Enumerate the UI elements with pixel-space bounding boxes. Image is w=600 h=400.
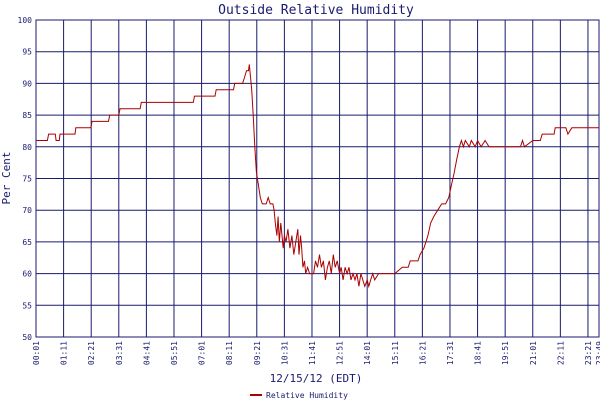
y-axis-ticks: 50 55 60 65 70 75 80 85 90 95 100 <box>18 16 33 342</box>
x-tick-label: 23:49 <box>595 341 600 365</box>
x-tick-label: 04:41 <box>142 341 151 365</box>
y-tick-label: 85 <box>22 111 32 120</box>
x-tick-label: 02:21 <box>87 341 96 365</box>
series-layer <box>36 64 599 289</box>
x-tick-label: 10:31 <box>280 341 289 365</box>
x-axis-ticks: 00:01 01:11 02:21 03:31 04:41 05:51 07:01 08:11… <box>32 341 600 365</box>
x-tick-label: 23:21 <box>584 341 593 365</box>
x-tick-label: 08:11 <box>225 341 234 365</box>
x-tick-label: 18:41 <box>474 341 483 365</box>
x-tick-label: 01:11 <box>60 341 69 365</box>
x-tick-label: 07:01 <box>198 341 207 365</box>
y-tick-label: 90 <box>22 79 32 88</box>
x-tick-label: 00:01 <box>32 341 41 365</box>
x-tick-label: 11:41 <box>308 341 317 365</box>
y-tick-label: 100 <box>18 16 33 25</box>
chart-title: Outside Relative Humidity <box>218 3 414 18</box>
y-tick-label: 60 <box>22 270 32 279</box>
x-tick-label: 09:21 <box>253 341 262 365</box>
x-tick-label: 17:31 <box>446 341 455 365</box>
x-tick-label: 03:31 <box>115 341 124 365</box>
legend: Relative Humidity <box>250 391 348 400</box>
y-tick-label: 55 <box>22 301 32 310</box>
x-axis-label: 12/15/12 (EDT) <box>270 372 363 385</box>
y-axis-label: Per Cent <box>0 152 13 205</box>
x-tick-label: 19:51 <box>501 341 510 365</box>
humidity-series-line <box>36 64 599 289</box>
x-tick-label: 22:11 <box>556 341 565 365</box>
x-tick-label: 21:01 <box>529 341 538 365</box>
y-tick-label: 70 <box>22 206 32 215</box>
y-tick-label: 95 <box>22 48 32 57</box>
x-tick-label: 15:11 <box>391 341 400 365</box>
x-tick-label: 16:21 <box>418 341 427 365</box>
x-tick-label: 05:51 <box>170 341 179 365</box>
y-tick-label: 75 <box>22 175 32 184</box>
legend-label: Relative Humidity <box>266 391 348 400</box>
x-tick-label: 12:51 <box>336 341 345 365</box>
x-tick-label: 14:01 <box>363 341 372 365</box>
y-tick-label: 65 <box>22 238 32 247</box>
y-tick-label: 50 <box>22 333 32 342</box>
y-tick-label: 80 <box>22 143 32 152</box>
